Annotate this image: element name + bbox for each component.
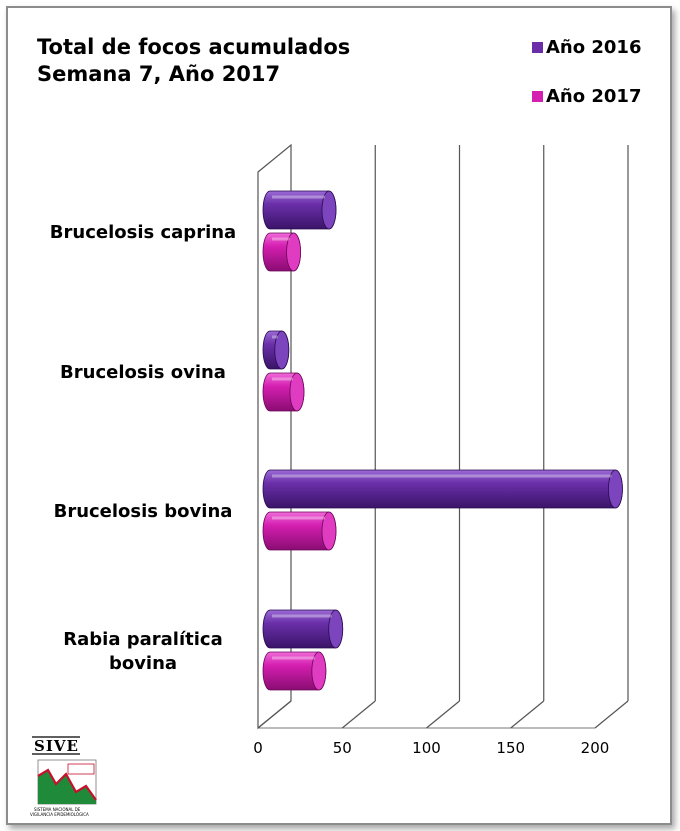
x-tick-label-150: 150 [496,739,525,757]
legend: Año 2016 Año 2017 [532,37,641,107]
sive-logo: SIVE SISTEMA NACIONAL DE VIGILANCIA EPID… [30,736,97,817]
bars [262,190,623,691]
legend-swatch-2016 [532,42,543,53]
category-label-1: Brucelosis ovina [60,362,226,383]
x-tick-label-100: 100 [412,739,441,757]
category-label-0: Brucelosis caprina [50,222,236,243]
category-label-3-line-1: bovina [109,653,177,674]
logo-subtitle-1: SISTEMA NACIONAL DE [34,807,81,812]
x-axis-ticks: 0 50 100 150 200 [253,739,609,757]
x-tick-label-0: 0 [253,739,263,757]
svg-text:SIVE: SIVE [34,737,79,755]
bar-2017-2 [262,511,337,551]
category-label-3-line-0: Rabia paralítica [63,629,222,650]
bar-2016-3 [262,609,344,649]
chart-frame [6,6,672,825]
legend-label-2016: Año 2016 [546,37,641,58]
category-label-2: Brucelosis bovina [54,501,233,522]
bar-2016-2 [262,469,623,509]
floor-gridline-100 [426,700,460,729]
logo-subtitle-2: VIGILANCIA EPIDEMIOLÓGICA [30,812,89,817]
category-labels: Brucelosis caprina Brucelosis ovina Brucel… [50,222,236,674]
gridlines [257,145,629,729]
bar-2017-3 [262,651,327,691]
bar-2017-1 [262,372,305,412]
chart-title: Total de focos acumulados Semana 7, Año … [37,35,350,86]
x-tick-label-200: 200 [581,739,610,757]
x-tick-label-50: 50 [333,739,352,757]
floor-gridline-0 [257,700,292,729]
bar-2016-0 [262,190,337,230]
floor-gridline-200 [594,700,629,729]
floor-gridline-150 [510,700,545,729]
legend-swatch-2017 [532,91,543,102]
legend-label-2017: Año 2017 [546,86,641,107]
chart-title-line-1: Total de focos acumulados [37,35,350,59]
bar-2017-0 [262,232,301,272]
chart-title-line-2: Semana 7, Año 2017 [37,62,280,86]
floor-gridline-50 [341,700,376,729]
bar-2016-1 [262,330,290,370]
